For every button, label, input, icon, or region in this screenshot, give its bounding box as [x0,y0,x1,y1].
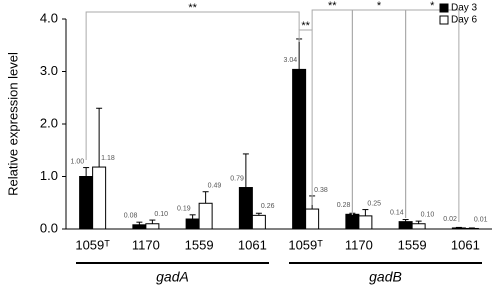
x-tick-label: 1170 [345,237,373,252]
value-label: 0.10 [421,212,435,219]
value-label: 0.01 [474,216,488,223]
value-label: 0.10 [154,211,168,218]
x-tick-label: 1061 [238,237,267,252]
significance-bracket [351,9,407,218]
significance-bracket [311,9,353,215]
x-tick-label: 1059ᵀ [75,237,110,252]
y-tick-label: 3.0 [40,63,58,78]
legend-label: Day 6 [451,15,478,26]
value-label: 0.26 [261,203,275,210]
value-label: 3.04 [284,57,298,64]
bar [358,215,373,230]
value-label: 1.00 [71,158,85,165]
y-axis-label: Relative expression level [5,52,20,196]
x-tick-label: 1170 [132,237,160,252]
value-label: 0.49 [208,183,222,190]
value-label: 1.18 [101,155,115,162]
bar [398,221,413,230]
bar [145,223,160,230]
legend-label: Day 3 [451,3,478,14]
value-label: 0.38 [314,187,328,194]
y-tick-label: 4.0 [40,10,58,25]
bar [185,218,200,230]
x-tick-label: 1559 [185,237,214,252]
bar [92,166,107,230]
legend-swatch [439,15,449,25]
legend-swatch [439,3,449,13]
value-label: 0.02 [443,216,457,223]
value-label: 0.79 [230,175,244,182]
bar [238,187,253,230]
significance-label: ** [301,20,310,32]
group-label: gadB [369,269,402,285]
bar [132,224,147,230]
value-label: 0.08 [124,213,138,220]
group-label: gadA [156,269,189,285]
significance-label: * [377,0,382,12]
y-tick-label: 2.0 [40,115,58,130]
significance-label: * [430,0,435,12]
significance-label: ** [188,2,197,14]
x-tick-label: 1559 [398,237,427,252]
bar [411,223,426,230]
significance-bracket [298,29,313,205]
bar [198,202,213,230]
y-tick-label: 1.0 [40,168,58,183]
value-label: 0.19 [177,206,191,213]
bar [79,176,94,230]
bar [251,214,266,230]
significance-bracket [85,11,300,160]
x-tick-label: 1059ᵀ [288,237,323,252]
value-label: 0.14 [390,209,404,216]
x-tick-label: 1061 [451,237,480,252]
significance-bracket [405,9,460,222]
bar [292,68,307,230]
y-tick-label: 0.0 [40,220,58,235]
significance-label: ** [328,0,337,12]
bar [305,208,320,230]
value-label: 0.28 [337,202,351,209]
bar [345,213,360,230]
value-label: 0.25 [367,200,381,207]
